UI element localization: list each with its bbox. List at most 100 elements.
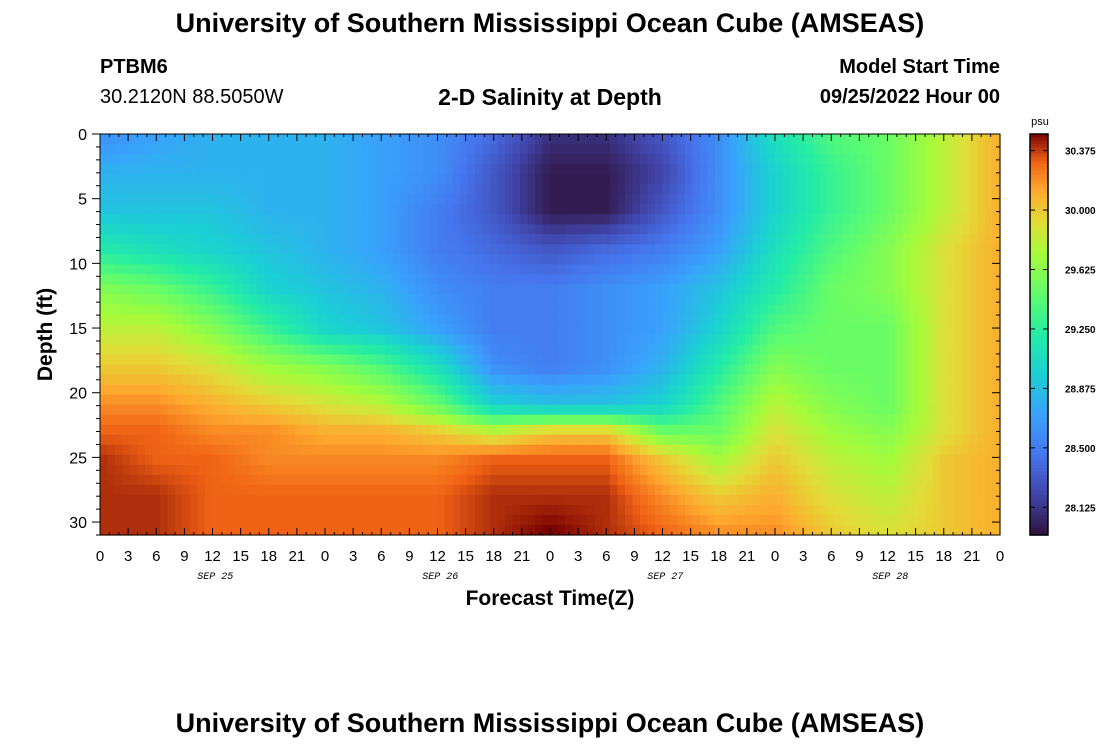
heatmap-cell [227, 354, 236, 366]
heatmap-cell [730, 304, 739, 316]
heatmap-cell [820, 314, 829, 326]
heatmap-cell [842, 224, 851, 235]
heatmap-cell [587, 364, 596, 376]
heatmap-cell [115, 364, 124, 376]
heatmap-cell [550, 394, 559, 406]
heatmap-cell [970, 134, 979, 145]
heatmap-cell [760, 304, 769, 316]
heatmap-cell [722, 194, 731, 205]
heatmap-cell [737, 134, 746, 145]
heatmap-cell [497, 374, 506, 386]
heatmap-cell [392, 214, 401, 225]
heatmap-cell [370, 304, 379, 316]
heatmap-cell [190, 354, 199, 366]
heatmap-cell [715, 514, 724, 526]
heatmap-cell [385, 444, 394, 456]
heatmap-cell [707, 214, 716, 225]
heatmap-cell [775, 374, 784, 386]
heatmap-cell [160, 274, 169, 285]
heatmap-cell [340, 384, 349, 396]
heatmap-cell [602, 294, 611, 306]
heatmap-cell [452, 444, 461, 456]
heatmap-cell [910, 244, 919, 255]
heatmap-cell [505, 404, 514, 416]
heatmap-cell [482, 394, 491, 406]
heatmap-cell [662, 294, 671, 306]
heatmap-cell [647, 514, 656, 526]
heatmap-cell [445, 194, 454, 205]
heatmap-cell [947, 374, 956, 386]
heatmap-cell [895, 374, 904, 386]
heatmap-cell [977, 354, 986, 366]
heatmap-cell [910, 354, 919, 366]
heatmap-cell [160, 334, 169, 346]
heatmap-cell [865, 424, 874, 436]
heatmap-cell [962, 414, 971, 426]
heatmap-cell [295, 324, 304, 336]
heatmap-cell [850, 254, 859, 265]
heatmap-cell [580, 294, 589, 306]
heatmap-cell [467, 494, 476, 506]
heatmap-cell [790, 504, 799, 516]
heatmap-cell [617, 174, 626, 185]
heatmap-cell [145, 234, 154, 245]
heatmap-cell [955, 164, 964, 175]
heatmap-cell [565, 274, 574, 285]
heatmap-cell [370, 474, 379, 486]
heatmap-cell [205, 244, 214, 255]
heatmap-cell [752, 284, 761, 296]
heatmap-cell [760, 504, 769, 516]
heatmap-cell [392, 264, 401, 275]
heatmap-cell [902, 394, 911, 406]
heatmap-cell [167, 284, 176, 296]
heatmap-cell [895, 354, 904, 366]
heatmap-cell [925, 134, 934, 145]
heatmap-cell [625, 144, 634, 155]
heatmap-cell [220, 174, 229, 185]
heatmap-cell [985, 204, 994, 215]
heatmap-cell [452, 284, 461, 296]
heatmap-cell [445, 494, 454, 506]
heatmap-cell [722, 404, 731, 416]
heatmap-cell [437, 434, 446, 446]
heatmap-cell [812, 374, 821, 386]
heatmap-cell [745, 484, 754, 496]
heatmap-cell [482, 194, 491, 205]
heatmap-cell [182, 204, 191, 215]
heatmap-cell [370, 204, 379, 215]
heatmap-cell [332, 424, 341, 436]
heatmap-cell [617, 394, 626, 406]
heatmap-cell [700, 314, 709, 326]
heatmap-cell [767, 184, 776, 195]
heatmap-cell [265, 494, 274, 506]
heatmap-cell [377, 194, 386, 205]
heatmap-cell [295, 474, 304, 486]
heatmap-cell [550, 324, 559, 336]
heatmap-cell [970, 464, 979, 476]
heatmap-cell [632, 374, 641, 386]
heatmap-cell [370, 154, 379, 165]
heatmap-cell [220, 314, 229, 326]
heatmap-cell [257, 484, 266, 496]
heatmap-cell [107, 374, 116, 386]
heatmap-cell [955, 274, 964, 285]
heatmap-cell [280, 434, 289, 446]
heatmap-cell [347, 164, 356, 175]
heatmap-cell [250, 224, 259, 235]
heatmap-cell [932, 174, 941, 185]
heatmap-cell [460, 344, 469, 356]
heatmap-cell [827, 244, 836, 255]
heatmap-cell [655, 254, 664, 265]
heatmap-cell [917, 294, 926, 306]
heatmap-cell [212, 494, 221, 506]
heatmap-cell [160, 174, 169, 185]
heatmap-cell [497, 214, 506, 225]
heatmap-cell [167, 214, 176, 225]
heatmap-cell [205, 294, 214, 306]
heatmap-cell [325, 324, 334, 336]
heatmap-cell [145, 464, 154, 476]
heatmap-cell [205, 284, 214, 296]
heatmap-cell [145, 304, 154, 316]
heatmap-cell [257, 214, 266, 225]
heatmap-cell [940, 384, 949, 396]
